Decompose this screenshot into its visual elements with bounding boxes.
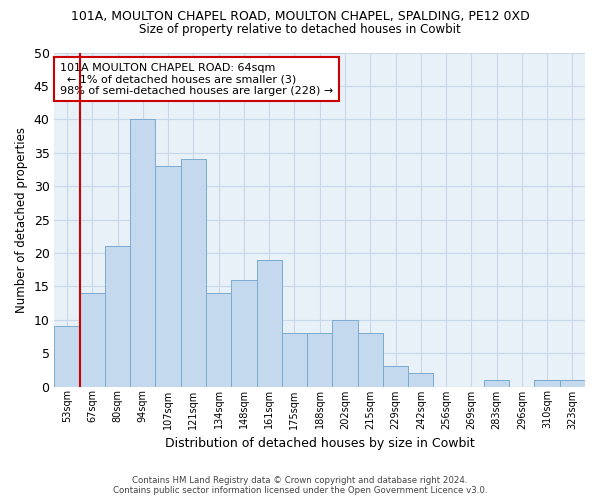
- Bar: [130, 120, 155, 386]
- Bar: [155, 166, 181, 386]
- Bar: [535, 380, 560, 386]
- Bar: [105, 246, 130, 386]
- Bar: [55, 326, 80, 386]
- Bar: [358, 333, 383, 386]
- Text: 101A, MOULTON CHAPEL ROAD, MOULTON CHAPEL, SPALDING, PE12 0XD: 101A, MOULTON CHAPEL ROAD, MOULTON CHAPE…: [71, 10, 529, 23]
- Bar: [80, 293, 105, 386]
- Text: Contains HM Land Registry data © Crown copyright and database right 2024.
Contai: Contains HM Land Registry data © Crown c…: [113, 476, 487, 495]
- Bar: [206, 293, 231, 386]
- Bar: [231, 280, 257, 386]
- Bar: [560, 380, 585, 386]
- Y-axis label: Number of detached properties: Number of detached properties: [15, 126, 28, 312]
- Bar: [408, 373, 433, 386]
- Bar: [484, 380, 509, 386]
- Bar: [332, 320, 358, 386]
- Text: 101A MOULTON CHAPEL ROAD: 64sqm
  ← 1% of detached houses are smaller (3)
98% of: 101A MOULTON CHAPEL ROAD: 64sqm ← 1% of …: [60, 62, 333, 96]
- Bar: [383, 366, 408, 386]
- Bar: [282, 333, 307, 386]
- X-axis label: Distribution of detached houses by size in Cowbit: Distribution of detached houses by size …: [165, 437, 475, 450]
- Bar: [257, 260, 282, 386]
- Text: Size of property relative to detached houses in Cowbit: Size of property relative to detached ho…: [139, 22, 461, 36]
- Bar: [181, 160, 206, 386]
- Bar: [307, 333, 332, 386]
